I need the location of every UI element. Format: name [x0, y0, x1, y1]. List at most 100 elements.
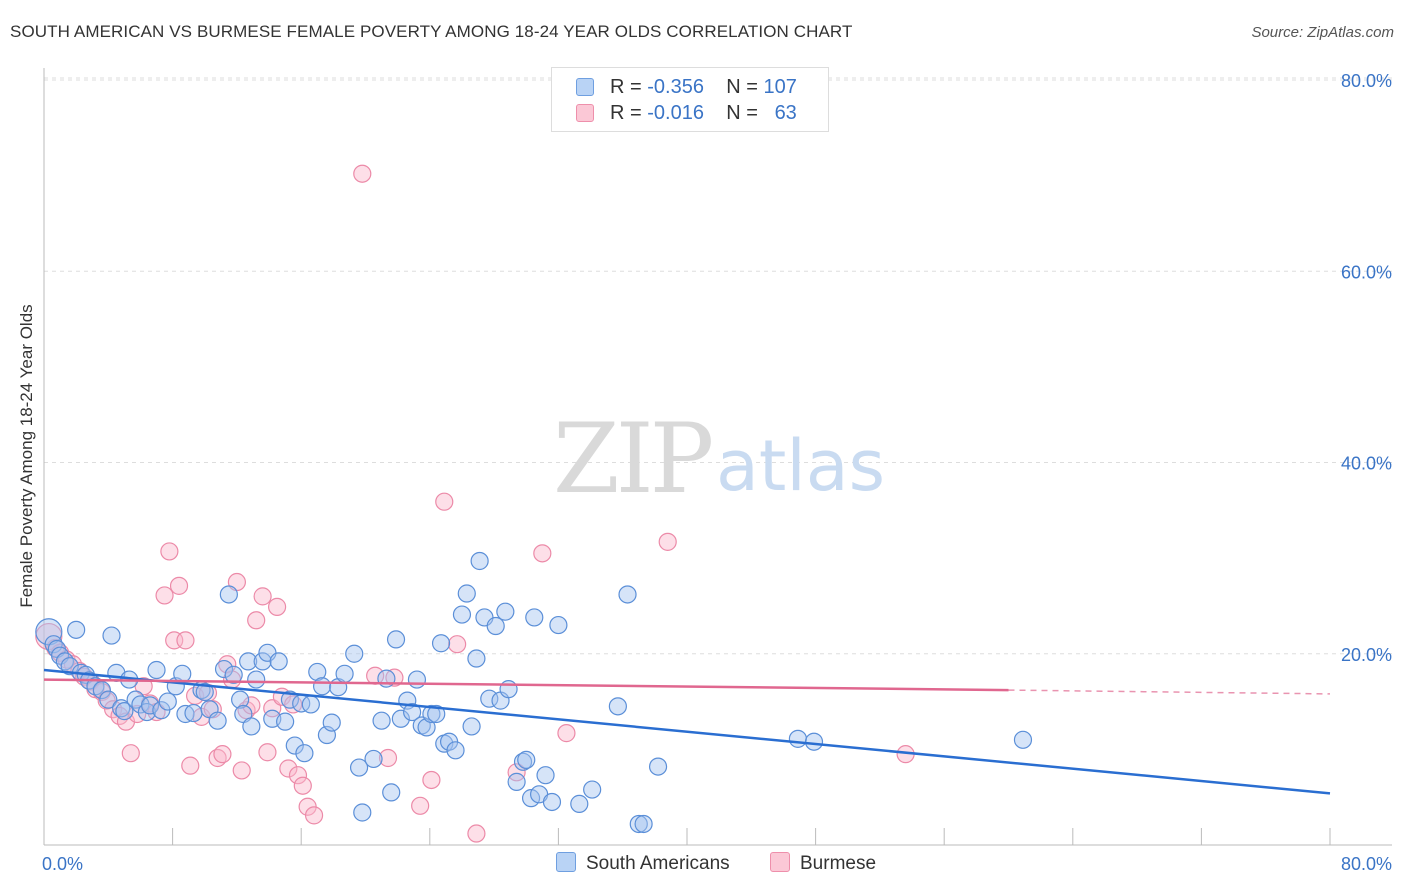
south-americans-point — [525, 608, 544, 627]
burmese-point — [279, 759, 298, 778]
burmese-point — [304, 806, 324, 825]
south-americans-point — [214, 659, 234, 679]
burmese-point — [507, 763, 526, 782]
legend-r-label: R = — [610, 102, 642, 124]
burmese-point — [267, 597, 287, 616]
watermark: ZIP atlas — [553, 403, 885, 515]
burmese-point — [232, 761, 251, 780]
burmese-point — [411, 796, 430, 815]
y-tick-label: 80.0% — [1341, 71, 1392, 91]
south-americans-point — [295, 744, 314, 763]
south-americans-point — [517, 750, 536, 769]
watermark-atlas: atlas — [716, 425, 885, 507]
burmese-trend-extension — [1008, 689, 1331, 695]
south-americans-point — [467, 649, 486, 668]
burmese-point — [557, 724, 576, 743]
bottom-legend-south-americans: South Americans — [556, 852, 730, 878]
south-americans-point — [1013, 730, 1033, 749]
south-americans-point — [184, 703, 203, 723]
south-americans-point — [115, 702, 134, 721]
south-americans-point — [634, 814, 653, 834]
y-axis-label: Female Poverty Among 18-24 Year Olds — [17, 304, 36, 607]
legend-r-label: R = — [610, 76, 642, 98]
burmese-point — [422, 770, 441, 790]
legend-swatch-south-americans — [576, 78, 594, 96]
south-americans-point — [403, 702, 422, 722]
bottom-legend-burmese: Burmese — [770, 852, 876, 878]
south-americans-point — [470, 551, 489, 571]
x-tick-label: 0.0% — [42, 854, 83, 874]
south-americans-point — [583, 780, 602, 799]
south-americans-point — [536, 766, 555, 785]
source-text: Source: ZipAtlas.com — [1251, 24, 1394, 41]
burmese-point — [435, 492, 454, 511]
south-americans-point — [457, 584, 476, 603]
south-americans-point — [253, 652, 272, 671]
burmese-point — [160, 542, 179, 561]
south-americans-point — [92, 680, 111, 700]
legend-n-label: N = — [726, 102, 758, 124]
south-americans-point — [804, 732, 824, 751]
bottom-legend-swatch-burmese — [770, 852, 790, 872]
burmese-points — [35, 164, 915, 843]
y-tick-label: 60.0% — [1341, 262, 1392, 282]
south-americans-point — [480, 689, 499, 708]
south-americans-point — [407, 670, 427, 689]
grid-lines — [44, 77, 1392, 655]
chart-title: SOUTH AMERICAN VS BURMESE FEMALE POVERTY… — [10, 22, 853, 41]
burmese-point — [467, 824, 486, 843]
legend-n-value: 107 — [763, 76, 797, 98]
burmese-point — [353, 164, 372, 183]
south-americans-point — [335, 664, 354, 683]
south-americans-point — [67, 620, 86, 639]
south-americans-point — [386, 630, 406, 649]
watermark-zip: ZIP — [553, 403, 712, 515]
south-americans-point — [618, 585, 637, 604]
burmese-point — [533, 544, 552, 563]
south-americans-point — [446, 741, 465, 760]
legend-r-value: -0.016 — [647, 102, 704, 124]
south-americans-point — [391, 709, 410, 728]
south-americans-point — [353, 803, 372, 822]
bottom-legend-label: South Americans — [586, 853, 730, 874]
south-americans-point — [542, 792, 562, 812]
burmese-trend-line — [43, 678, 1009, 692]
south-americans-point — [629, 814, 648, 834]
south-americans-point — [247, 670, 266, 689]
south-americans-point — [158, 692, 177, 711]
south-americans-point — [102, 626, 121, 645]
south-americans-point — [648, 757, 668, 776]
south-americans-point — [112, 699, 131, 718]
south-americans-point — [60, 657, 79, 676]
y-tick-label: 40.0% — [1341, 454, 1392, 474]
south-americans-point — [364, 749, 383, 769]
south-americans-point — [239, 652, 258, 671]
south-americans-points — [35, 551, 1033, 834]
burmese-point — [121, 744, 140, 763]
burmese-point — [448, 635, 467, 654]
south-americans-point — [608, 697, 627, 716]
south-americans-point — [570, 794, 589, 813]
south-americans-point — [788, 729, 808, 748]
south-americans-point — [224, 665, 243, 684]
south-americans-point — [382, 783, 401, 802]
tick-labels: 20.0% 40.0% 60.0% 80.0% 0.0% 80.0% — [42, 71, 1392, 874]
south-americans-point — [285, 736, 304, 755]
south-americans-point — [431, 634, 451, 653]
south-americans-point — [195, 682, 214, 702]
south-americans-point — [269, 652, 288, 671]
burmese-point — [258, 743, 277, 762]
south-americans-point — [549, 615, 568, 635]
south-americans-point — [507, 772, 526, 791]
south-americans-point — [417, 718, 436, 737]
burmese-point — [253, 587, 272, 606]
south-americans-point — [308, 662, 327, 682]
south-americans-point — [242, 717, 261, 736]
burmese-point — [658, 532, 677, 551]
burmese-point — [247, 611, 266, 630]
south-americans-point — [499, 680, 518, 699]
south-americans-point — [452, 605, 472, 624]
burmese-point — [176, 631, 195, 650]
bottom-legend-label: Burmese — [800, 853, 877, 874]
south-americans-point — [462, 717, 481, 736]
